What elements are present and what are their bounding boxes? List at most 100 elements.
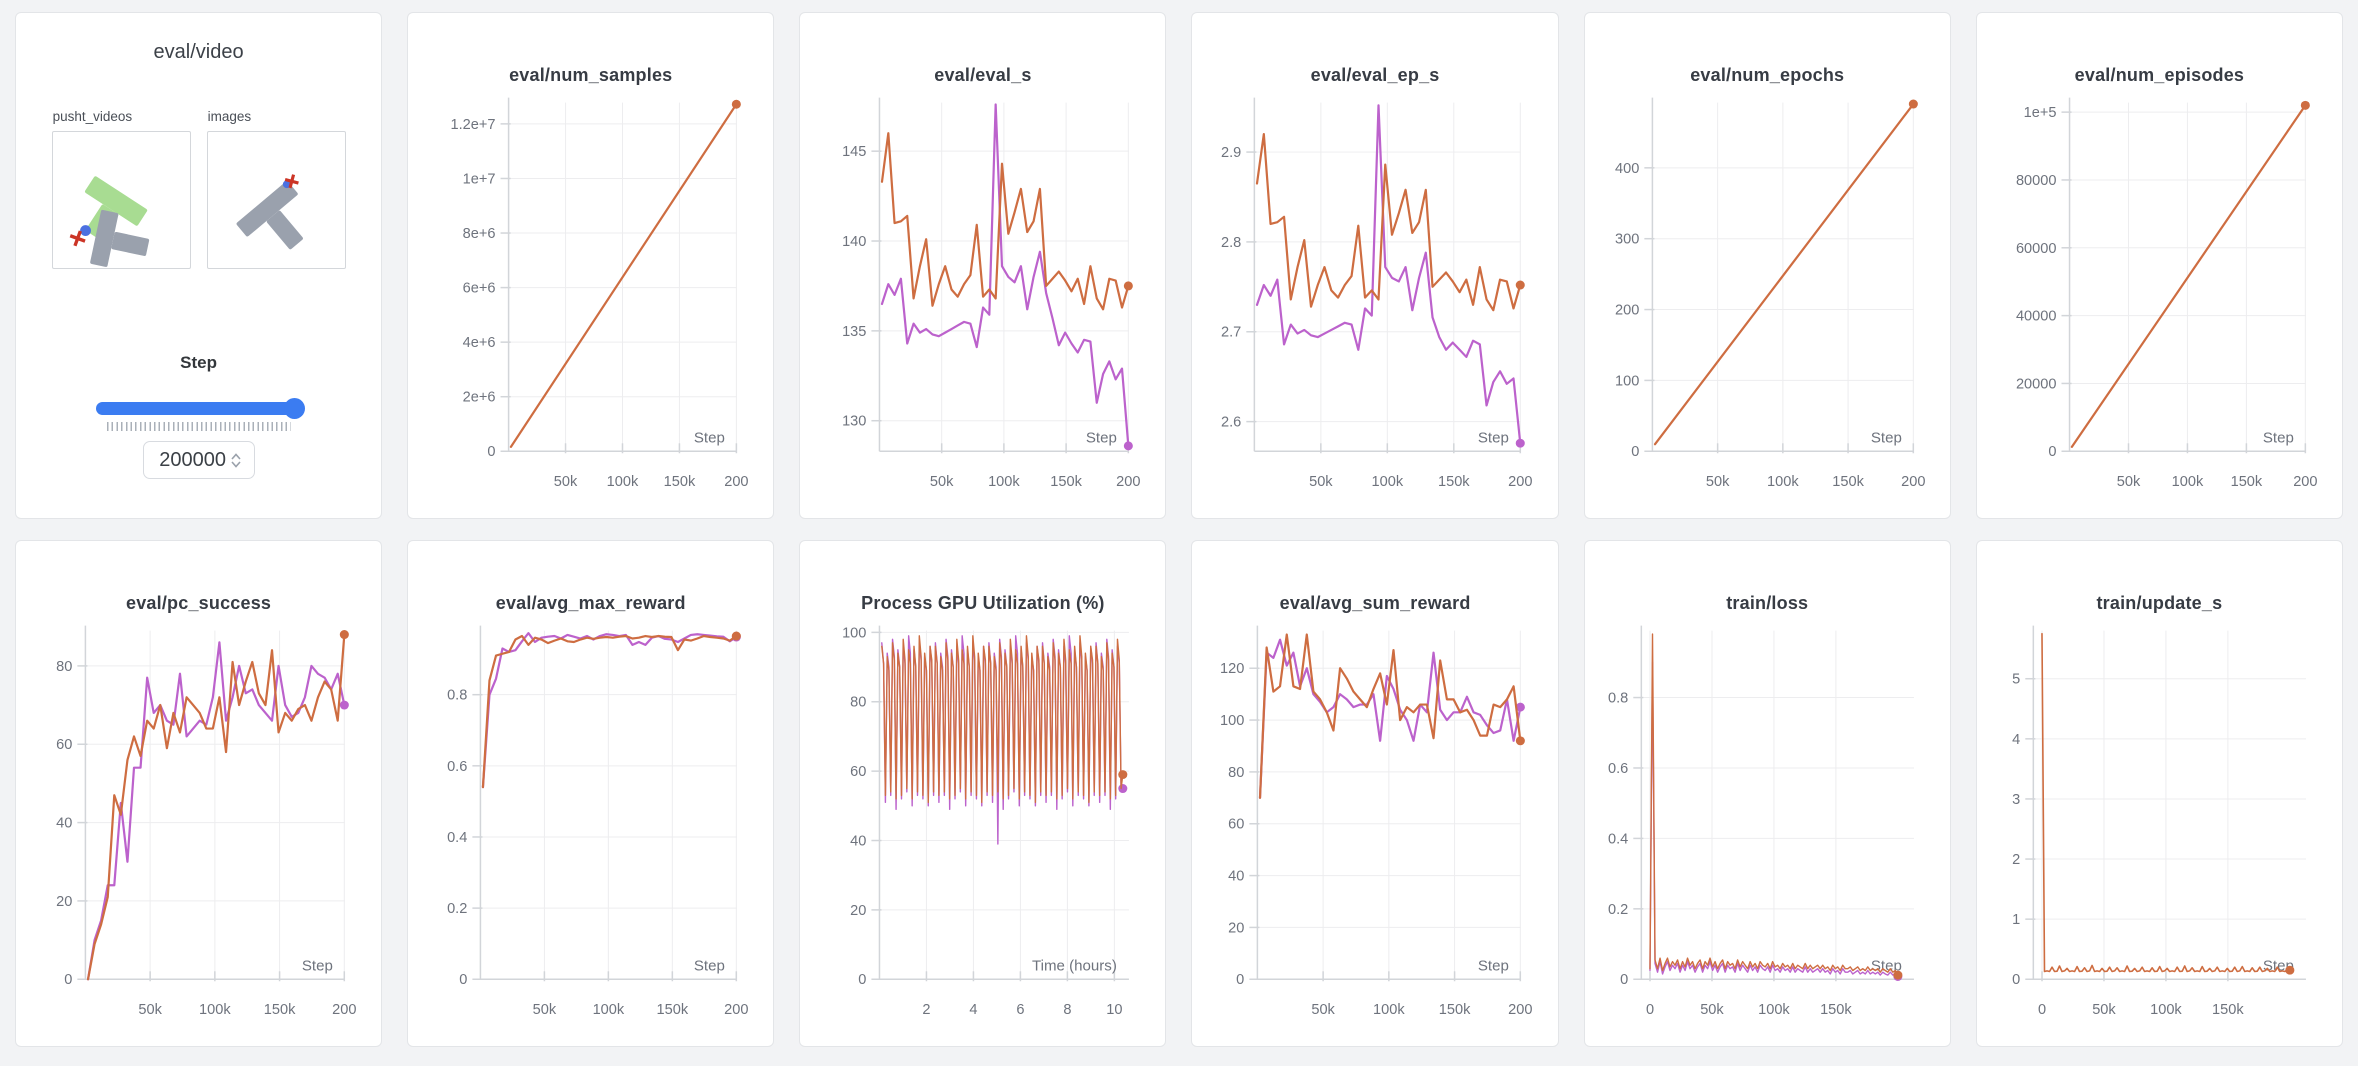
agent-dot — [282, 180, 291, 189]
media-item-images: images — [206, 109, 346, 269]
svg-text:3: 3 — [2012, 792, 2020, 808]
panel-eval-num-epochs[interactable]: eval/num_epochs 50k 100k 150k 200 0 100 200 300… — [1583, 12, 1951, 519]
svg-text:8: 8 — [1064, 1002, 1072, 1018]
svg-text:150k: 150k — [1820, 1002, 1852, 1018]
goal-cross — [284, 174, 299, 189]
chart-title: train/loss — [1726, 593, 1809, 613]
svg-text:200: 200 — [1615, 303, 1639, 319]
svg-text:0: 0 — [859, 972, 867, 988]
svg-text:40: 40 — [56, 816, 72, 832]
svg-text:0: 0 — [1631, 444, 1639, 460]
svg-text:20: 20 — [1229, 920, 1245, 936]
pusht-video-thumbnail[interactable] — [51, 131, 191, 269]
slider-thumb[interactable] — [283, 398, 305, 419]
svg-text:4: 4 — [970, 1002, 978, 1018]
panel-eval-pc-success[interactable]: eval/pc_success 50k 100k 150k 200 0 20 40 60 80 S… — [15, 540, 383, 1047]
panel-eval-avg-max-reward[interactable]: eval/avg_max_reward 50k 100k 150k 200 0 0.2 0.… — [407, 540, 775, 1047]
panel-eval-eval-s[interactable]: eval/eval_s 50k 100k 150k 200 130 135 140 145 St… — [799, 12, 1167, 519]
svg-text:4e+6: 4e+6 — [463, 335, 496, 351]
svg-text:0: 0 — [1237, 972, 1245, 988]
panel-eval-avg-sum-reward[interactable]: eval/avg_sum_reward 50k 100k 150k 200 0 20 40 6… — [1191, 540, 1559, 1047]
svg-text:150k: 150k — [1832, 474, 1864, 490]
svg-text:150k: 150k — [1438, 474, 1470, 490]
svg-text:Time (hours): Time (hours) — [1032, 957, 1117, 974]
svg-text:6: 6 — [1017, 1002, 1025, 1018]
slider-track[interactable] — [95, 402, 302, 415]
svg-text:80: 80 — [851, 695, 867, 711]
line-chart-canvas: 50k 100k 150k 200 0 0.2 0.4 0.6 0.8 Step — [447, 625, 749, 1018]
step-value-box[interactable] — [142, 441, 255, 479]
svg-text:Step: Step — [694, 957, 725, 974]
svg-text:0.8: 0.8 — [1608, 691, 1628, 707]
chart-title: eval/avg_sum_reward — [1279, 593, 1471, 613]
svg-text:400: 400 — [1615, 161, 1639, 177]
chart-title: eval/eval_s — [934, 65, 1032, 85]
svg-text:2e+6: 2e+6 — [463, 390, 496, 406]
line-chart-canvas: 50k 100k 150k 200 0 20000 40000 60000 80000 1e+5 S… — [2016, 97, 2317, 490]
panel-eval-eval-ep-s[interactable]: eval/eval_ep_s 50k 100k 150k 200 2.6 2.7 2.8 2.… — [1191, 12, 1559, 519]
svg-text:0: 0 — [2048, 444, 2056, 460]
svg-text:135: 135 — [842, 324, 866, 340]
svg-text:0.2: 0.2 — [447, 901, 467, 917]
pusht-env-image — [236, 174, 303, 250]
step-value-input[interactable] — [156, 448, 229, 472]
line-chart-canvas: 50k 100k 150k 200 130 135 140 145 Step — [842, 97, 1141, 490]
svg-text:150k: 150k — [1051, 474, 1083, 490]
svg-text:1e+7: 1e+7 — [463, 172, 496, 188]
svg-text:20: 20 — [851, 903, 867, 919]
svg-text:60000: 60000 — [2016, 241, 2057, 257]
svg-text:100k: 100k — [2171, 474, 2203, 490]
chart-title: train/update_s — [2096, 593, 2223, 613]
panel-eval-video[interactable]: eval/video pusht_videos — [15, 12, 383, 519]
svg-text:2: 2 — [2012, 852, 2020, 868]
svg-text:50k: 50k — [1700, 1002, 1724, 1018]
svg-text:2.9: 2.9 — [1222, 145, 1242, 161]
step-slider[interactable] — [95, 398, 305, 419]
svg-text:50k: 50k — [2117, 474, 2141, 490]
chevron-down-icon[interactable] — [230, 460, 241, 468]
svg-text:100: 100 — [842, 625, 866, 641]
svg-text:20: 20 — [56, 894, 72, 910]
panel-train-update-s[interactable]: train/update_s 0 50k 100k 150k 0 1 2 3 4 5 Step — [1975, 540, 2343, 1047]
images-thumbnail[interactable] — [206, 131, 346, 269]
svg-text:2: 2 — [923, 1002, 931, 1018]
svg-text:8e+6: 8e+6 — [463, 226, 496, 242]
chart-title: eval/avg_max_reward — [495, 593, 686, 613]
svg-text:1: 1 — [2012, 912, 2020, 928]
media-panel-title: eval/video — [153, 41, 244, 63]
svg-text:0.8: 0.8 — [447, 688, 467, 704]
chart-title: eval/pc_success — [126, 593, 272, 613]
svg-text:Step: Step — [694, 429, 725, 446]
svg-text:0.2: 0.2 — [1608, 902, 1628, 918]
svg-text:100k: 100k — [1374, 1002, 1406, 1018]
svg-text:10: 10 — [1107, 1002, 1123, 1018]
panel-eval-num-samples[interactable]: eval/num_samples 50k 100k 150k 200 0 2e+6 4e+6… — [407, 12, 775, 519]
svg-text:80: 80 — [1229, 765, 1245, 781]
svg-text:2.7: 2.7 — [1222, 325, 1242, 341]
svg-text:Step: Step — [1478, 429, 1509, 446]
svg-text:100k: 100k — [988, 474, 1020, 490]
svg-text:0: 0 — [2012, 972, 2020, 988]
panel-gpu-utilization[interactable]: Process GPU Utilization (%) 2 4 6 8 10 0 20 40 6… — [799, 540, 1167, 1047]
svg-text:50k: 50k — [1706, 474, 1730, 490]
svg-text:0: 0 — [1646, 1002, 1654, 1018]
media-label: images — [207, 109, 252, 124]
svg-text:Step: Step — [302, 957, 333, 974]
chevron-up-icon[interactable] — [230, 452, 241, 460]
svg-text:5: 5 — [2012, 672, 2020, 688]
panel-train-loss[interactable]: train/loss 0 50k 100k 150k 0 0.2 0.4 0.6 0.8 Step — [1583, 540, 1951, 1047]
svg-text:200: 200 — [1116, 474, 1140, 490]
svg-text:0.4: 0.4 — [447, 830, 467, 846]
svg-text:200: 200 — [724, 1002, 748, 1018]
svg-text:50k: 50k — [533, 1002, 557, 1018]
panel-eval-num-episodes[interactable]: eval/num_episodes 50k 100k 150k 200 0 20000 40… — [1975, 12, 2343, 519]
svg-text:200: 200 — [332, 1002, 356, 1018]
svg-text:0: 0 — [488, 444, 496, 460]
line-chart-canvas: 50k 100k 150k 200 0 100 200 300 400 Step — [1615, 97, 1925, 490]
stepper-arrows[interactable] — [230, 452, 241, 468]
svg-text:Step: Step — [1478, 957, 1509, 974]
line-chart-canvas: 50k 100k 150k 200 0 2e+6 4e+6 6e+6 8e+6 1e+7 1.2e+… — [451, 97, 749, 490]
